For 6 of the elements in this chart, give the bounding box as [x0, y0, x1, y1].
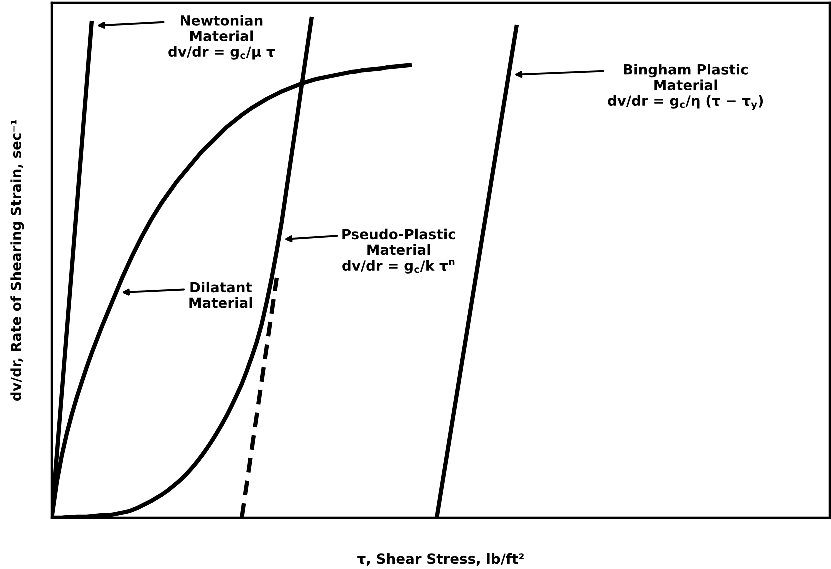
- x-axis-title: τ, Shear Stress, lb/ft²: [358, 553, 524, 566]
- annotation: Pseudo-Plastic Material dv/dr = g$_{c}$/k τ$^{n}$: [342, 228, 456, 274]
- text: Bingham Plastic Material dv/dr = g$_{c}$/η (τ − τ$_{y}$): [608, 64, 764, 110]
- annotation: Newtonian Material dv/dr = g$_{c}$/μ τ: [168, 15, 275, 60]
- y-axis-title: dv/dr, Rate of Shearing Strain, sec⁻¹: [10, 120, 24, 401]
- annotation: Dilatant Material: [190, 282, 252, 308]
